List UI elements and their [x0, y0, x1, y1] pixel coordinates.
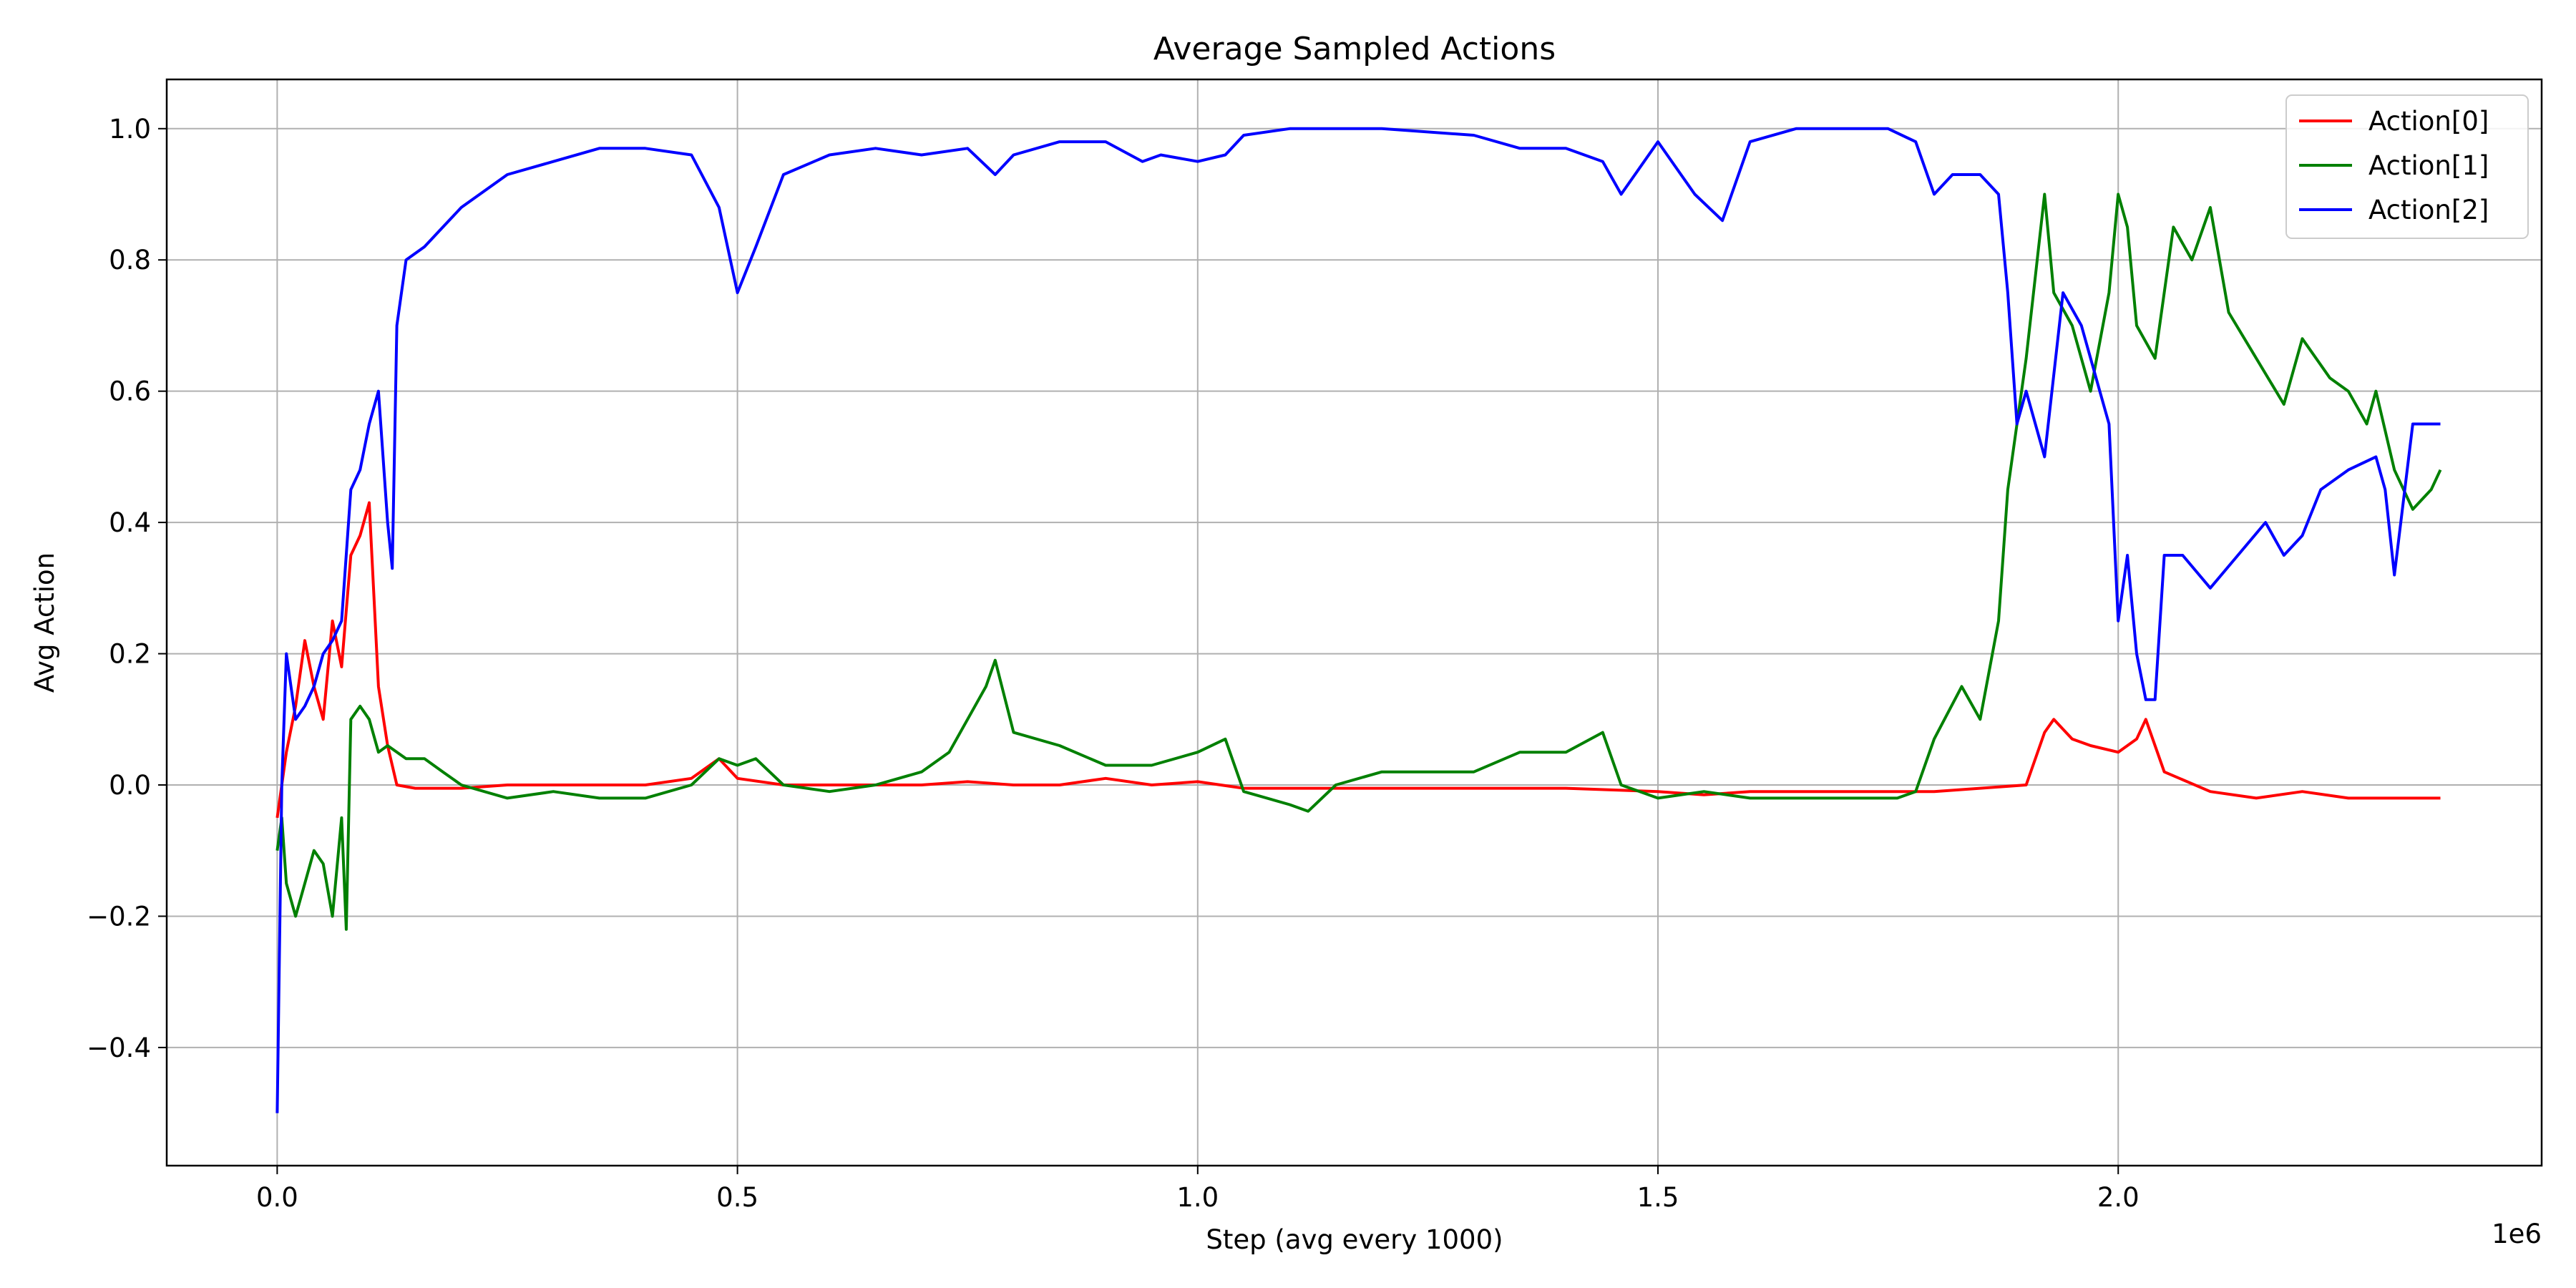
legend-box	[2285, 94, 2529, 239]
y-tick-label: 0.4	[109, 507, 151, 538]
x-tick-label: 0.5	[716, 1182, 758, 1213]
series-lines	[275, 127, 2442, 1113]
y-tick-label: −0.4	[87, 1033, 151, 1063]
y-tick-label: 1.0	[109, 114, 151, 145]
series-line-1	[275, 192, 2442, 931]
x-tick-label: 2.0	[2097, 1182, 2140, 1213]
x-tick-label: 1.0	[1176, 1182, 1219, 1213]
x-offset-label: 1e6	[2492, 1219, 2542, 1249]
x-tick-label: 1.5	[1637, 1182, 1679, 1213]
x-axis-label: Step (avg every 1000)	[1206, 1224, 1503, 1255]
x-axis-ticks: 0.0 0.5 1.0 1.5 2.0	[256, 1166, 2140, 1213]
series-line-0	[275, 501, 2441, 819]
legend-label-2: Action[2]	[2368, 195, 2489, 225]
legend-label-1: Action[1]	[2368, 150, 2489, 181]
x-tick-label: 0.0	[256, 1182, 298, 1213]
legend: Action[0] Action[1] Action[2]	[2285, 94, 2529, 239]
legend-label-0: Action[0]	[2368, 106, 2489, 137]
y-axis-ticks: −0.4 −0.2 0.0 0.2 0.4 0.6 0.8 1.0	[87, 114, 167, 1063]
y-tick-label: −0.2	[87, 901, 151, 932]
series-line-2	[275, 127, 2441, 1113]
y-tick-label: 0.0	[109, 770, 151, 801]
chart-title: Average Sampled Actions	[1153, 31, 1556, 67]
plot-frame	[165, 78, 2543, 1167]
y-tick-label: 0.2	[109, 639, 151, 670]
y-tick-label: 0.8	[109, 245, 151, 275]
y-tick-label: 0.6	[109, 376, 151, 407]
grid-lines	[167, 79, 2542, 1166]
y-axis-label: Avg Action	[29, 552, 60, 693]
